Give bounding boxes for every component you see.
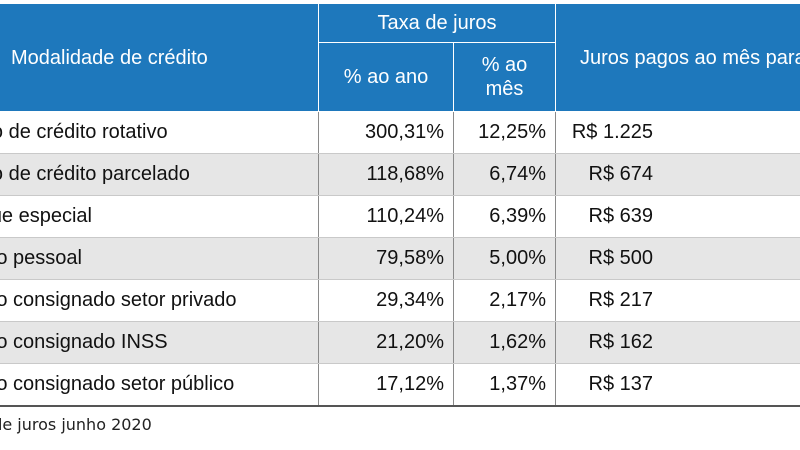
cell-ao-ano: 110,24% <box>318 195 454 238</box>
cell-ao-mes: 1,37% <box>453 363 556 407</box>
cell-juros-pagos: R$ 217 <box>555 279 800 322</box>
header-ao-ano: % ao ano <box>318 42 454 112</box>
cell-ao-mes: 12,25% <box>453 111 556 154</box>
header-taxa-de-juros: Taxa de juros <box>318 4 556 43</box>
cell-modalidade: Cheque especial <box>0 195 319 238</box>
cell-ao-ano: 118,68% <box>318 153 454 196</box>
cell-ao-ano: 21,20% <box>318 321 454 364</box>
cell-ao-mes: 2,17% <box>453 279 556 322</box>
cell-ao-ano: 79,58% <box>318 237 454 280</box>
table-row: Cartão de crédito parcelado 118,68% 6,74… <box>0 153 800 196</box>
header-row-top: Modalidade de crédito Taxa de juros Juro… <box>0 4 800 112</box>
cell-juros-pagos: R$ 162 <box>555 321 800 364</box>
cell-juros-pagos: R$ 674 <box>555 153 800 196</box>
cell-ao-mes: 1,62% <box>453 321 556 364</box>
header-modalidade: Modalidade de crédito <box>0 4 319 112</box>
cell-modalidade: Crédito consignado setor público <box>0 363 319 407</box>
cell-ao-mes: 6,39% <box>453 195 556 238</box>
cell-modalidade: Crédito consignado INSS <box>0 321 319 364</box>
table-row: Cartão de crédito rotativo 300,31% 12,25… <box>0 111 800 154</box>
cell-ao-ano: 17,12% <box>318 363 454 407</box>
cell-modalidade: Cartão de crédito parcelado <box>0 153 319 196</box>
table-row: Cheque especial 110,24% 6,39% R$ 639 <box>0 195 800 238</box>
cell-modalidade: Crédito consignado setor privado <box>0 279 319 322</box>
cell-juros-pagos: R$ 1.225 <box>555 111 800 154</box>
cell-juros-pagos: R$ 500 <box>555 237 800 280</box>
table-row: Crédito consignado setor privado 29,34% … <box>0 279 800 322</box>
cell-ao-mes: 5,00% <box>453 237 556 280</box>
header-row-bottom: % ao ano % ao mês <box>0 42 800 112</box>
table-row: Crédito pessoal 79,58% 5,00% R$ 500 <box>0 237 800 280</box>
cell-juros-pagos: R$ 137 <box>555 363 800 407</box>
table-row: Crédito consignado INSS 21,20% 1,62% R$ … <box>0 321 800 364</box>
table-row: Crédito consignado setor público 17,12% … <box>0 363 800 407</box>
header-juros-pagos: Juros pagos ao mês para uma dívida de R$… <box>555 4 800 112</box>
cell-modalidade: Cartão de crédito rotativo <box>0 111 319 154</box>
cell-ao-mes: 6,74% <box>453 153 556 196</box>
cell-juros-pagos: R$ 639 <box>555 195 800 238</box>
cell-ao-ano: 300,31% <box>318 111 454 154</box>
cell-modalidade: Crédito pessoal <box>0 237 319 280</box>
interest-rates-table: Modalidade de crédito Taxa de juros Juro… <box>0 4 800 407</box>
cell-ao-ano: 29,34% <box>318 279 454 322</box>
header-ao-mes: % ao mês <box>453 42 556 112</box>
table-caption: Taxa média de juros junho 2020 <box>0 415 152 434</box>
